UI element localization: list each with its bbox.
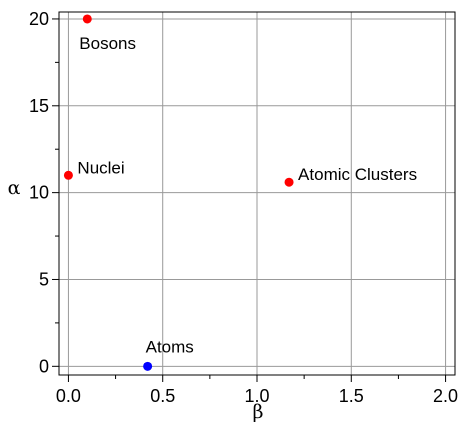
data-points (63, 14, 294, 371)
y-axis-label: α (8, 177, 21, 199)
x-tick-label-1: 0.5 (150, 386, 175, 406)
x-tick-label-3: 1.5 (339, 386, 364, 406)
point-label-bosons: Bosons (79, 34, 136, 53)
point-label-atoms: Atoms (146, 337, 194, 356)
y-tick-label-0: 0 (39, 356, 49, 376)
y-tick-label-3: 15 (29, 96, 49, 116)
y-tick-label-2: 10 (29, 183, 49, 203)
point-atoms (143, 361, 153, 371)
point-label-nuclei: Nuclei (77, 158, 124, 177)
axes: 0.0 0.5 1.0 1.5 2.0 0 5 10 15 20 (29, 9, 458, 406)
point-atomic-clusters (284, 177, 294, 187)
x-tick-label-2: 1.0 (244, 386, 269, 406)
x-tick-label-4: 2.0 (433, 386, 458, 406)
point-nuclei (63, 170, 73, 180)
x-tick-label-0: 0.0 (56, 386, 81, 406)
grid (59, 12, 455, 375)
y-tick-label-4: 20 (29, 9, 49, 29)
x-axis-label: β (253, 401, 264, 423)
point-label-atomic-clusters: Atomic Clusters (298, 165, 417, 184)
point-bosons (82, 14, 92, 24)
y-tick-label-1: 5 (39, 269, 49, 289)
point-labels: Bosons Nuclei Atomic Clusters Atoms (77, 34, 417, 356)
